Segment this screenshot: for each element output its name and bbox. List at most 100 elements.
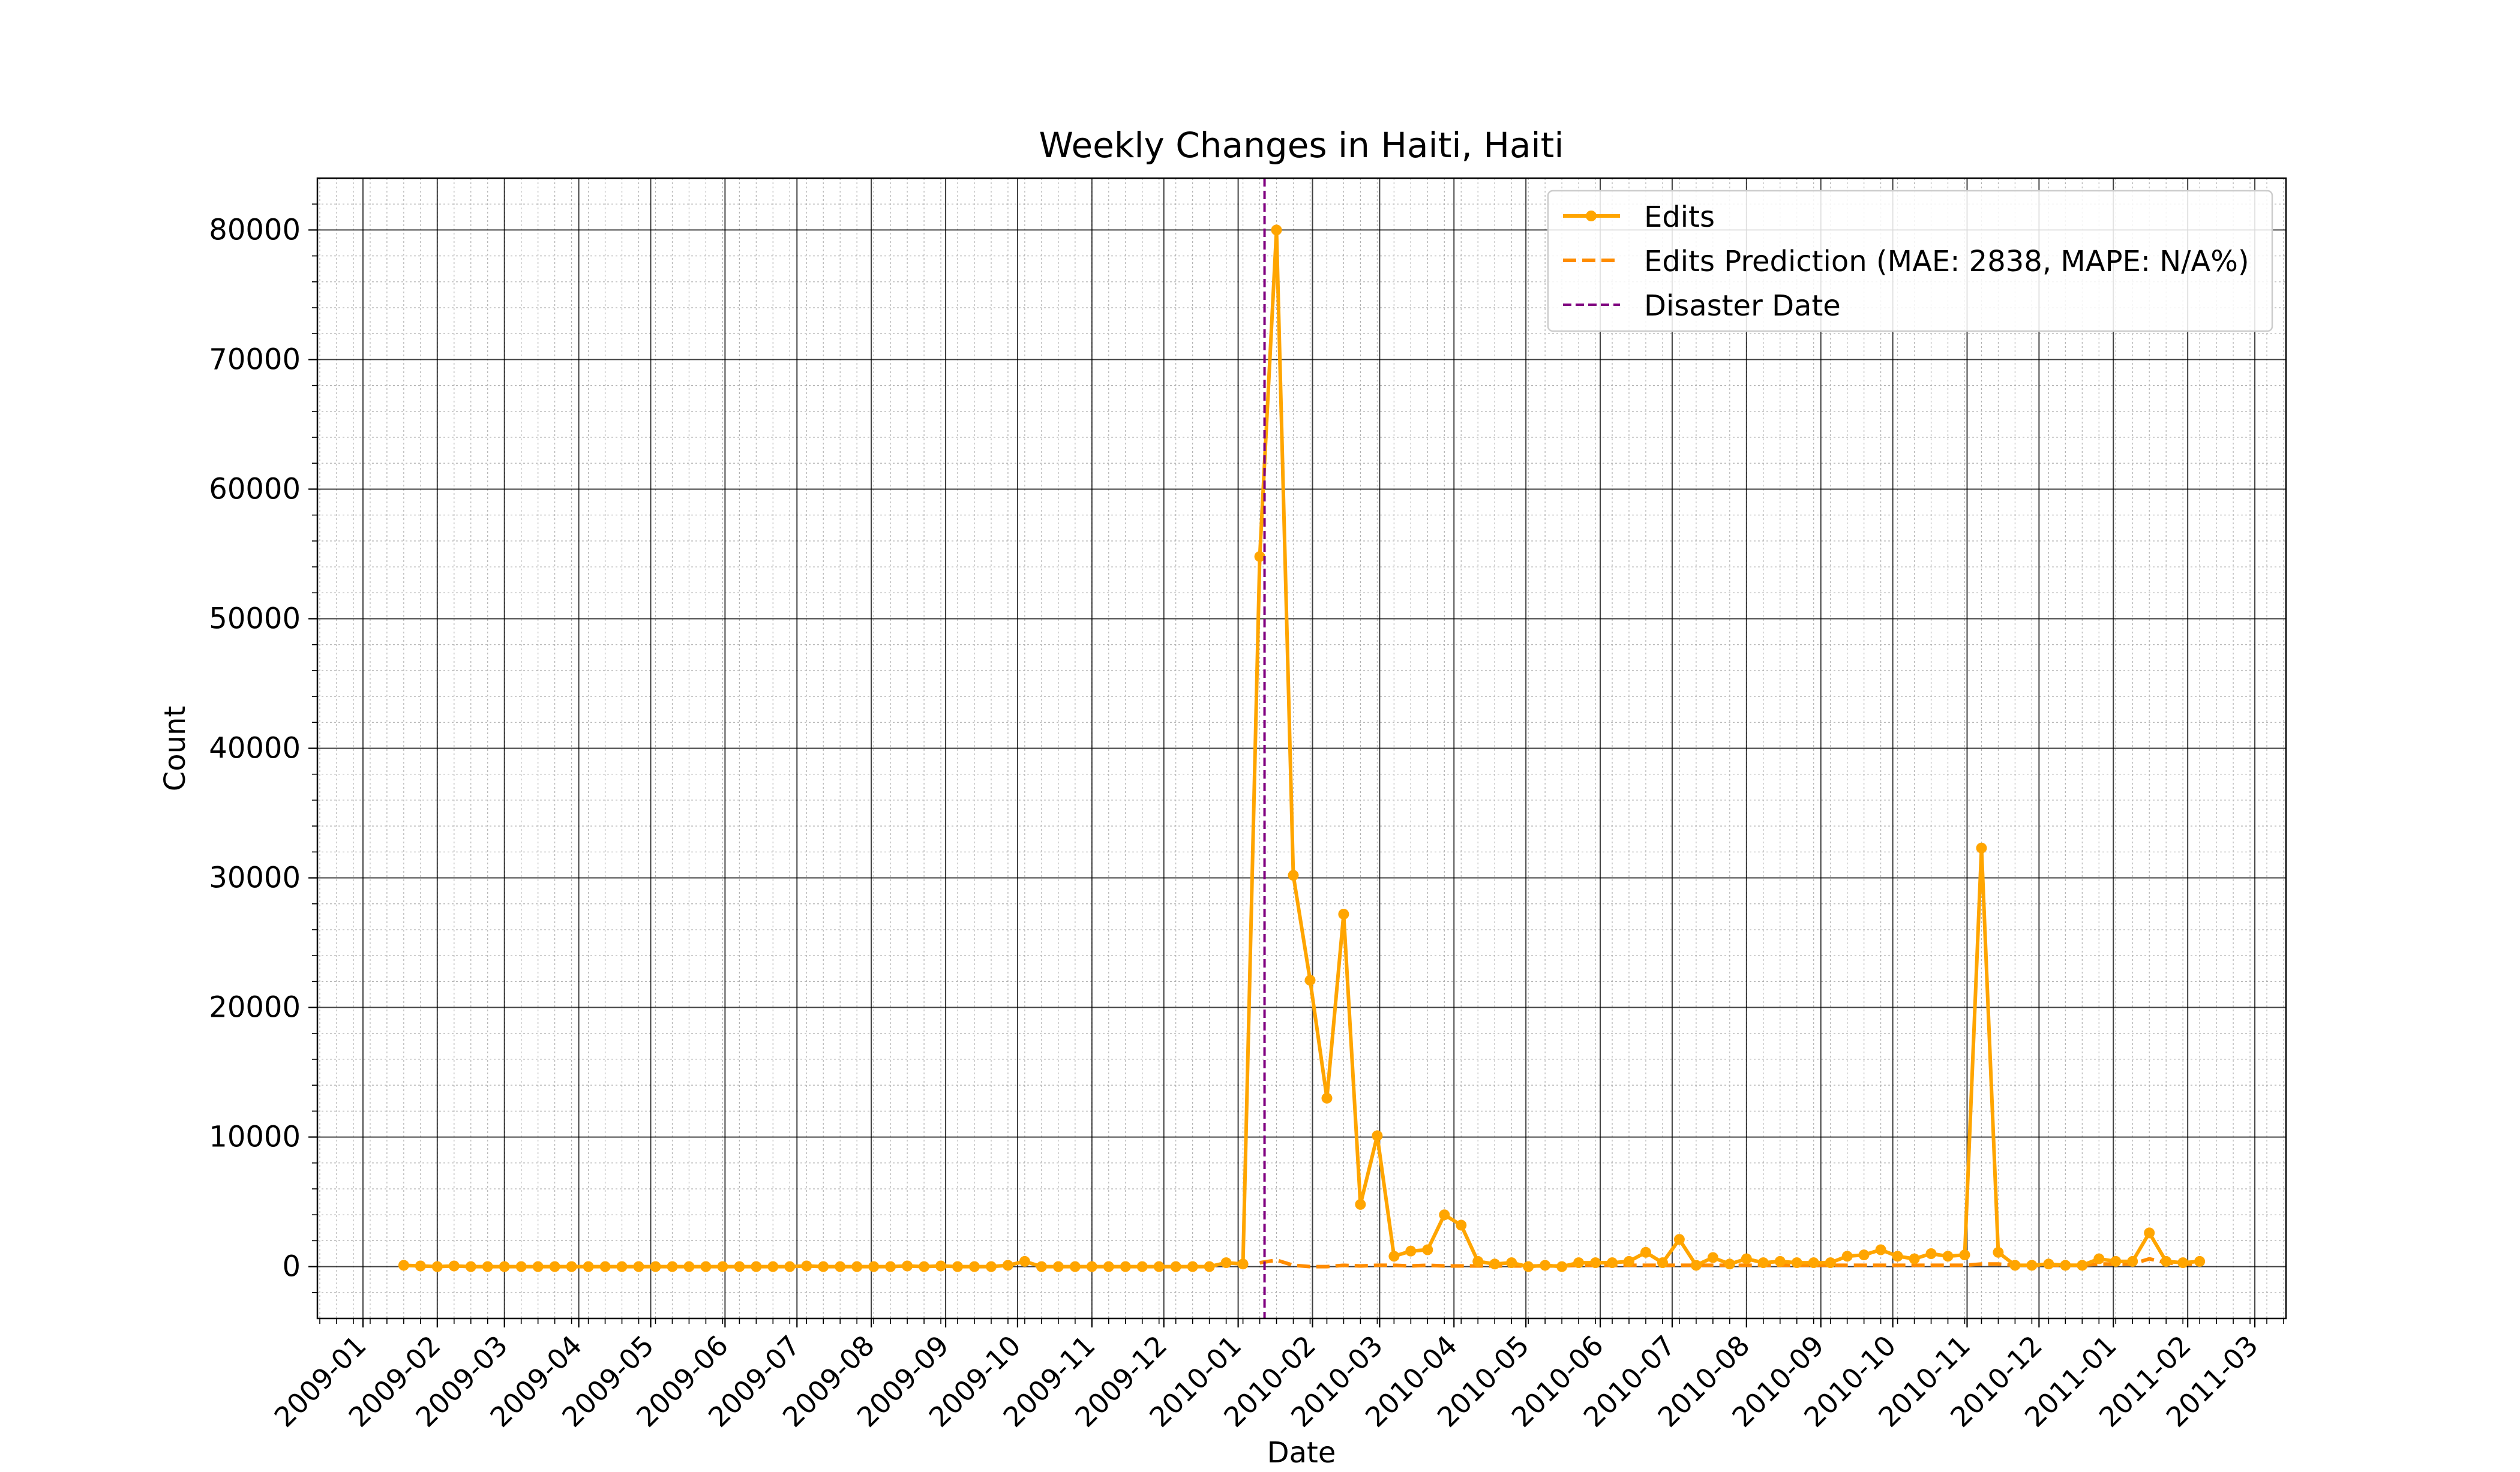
edits-point xyxy=(1858,1249,1870,1261)
y-tick-label: 60000 xyxy=(209,472,301,506)
edits-point xyxy=(1909,1253,1920,1264)
edits-point xyxy=(1976,842,1987,854)
edits-point xyxy=(1724,1258,1735,1270)
edits-point xyxy=(2009,1260,2021,1271)
edits-point xyxy=(532,1261,544,1272)
edits-point xyxy=(1959,1249,1970,1261)
edits-point xyxy=(1707,1252,1718,1263)
edits-point xyxy=(885,1261,896,1272)
edits-point xyxy=(818,1261,829,1272)
edits-point xyxy=(767,1261,779,1272)
edits-point xyxy=(835,1261,846,1272)
edits-point xyxy=(1237,1258,1249,1270)
edits-point xyxy=(549,1261,560,1272)
edits-point xyxy=(1472,1255,1484,1267)
edits-point xyxy=(1422,1244,1433,1255)
edits-point xyxy=(482,1261,493,1272)
edits-point xyxy=(1405,1245,1417,1257)
edits-point xyxy=(1741,1253,1752,1264)
y-tick-label: 30000 xyxy=(209,861,301,895)
edits-point xyxy=(1304,975,1316,986)
edits-point xyxy=(1791,1257,1802,1269)
legend-edits-marker xyxy=(1586,211,1597,221)
legend-prediction-label: Edits Prediction (MAE: 2838, MAPE: N/A%) xyxy=(1644,245,2249,278)
legend-edits-label: Edits xyxy=(1644,200,1715,234)
edits-point xyxy=(700,1261,712,1272)
edits-point xyxy=(2026,1260,2038,1271)
edits-point xyxy=(734,1261,745,1272)
edits-point xyxy=(1607,1257,1618,1269)
edits-point xyxy=(465,1261,476,1272)
edits-point xyxy=(448,1260,460,1272)
plot-frame xyxy=(316,177,2287,1320)
legend-box xyxy=(1547,190,2273,332)
y-tick-label: 40000 xyxy=(209,732,301,765)
edits-point xyxy=(751,1261,762,1272)
edits-point xyxy=(1187,1261,1198,1272)
edits-point xyxy=(2177,1257,2189,1269)
edits-point xyxy=(1808,1257,1819,1269)
edits-point xyxy=(633,1261,644,1272)
edits-point xyxy=(1774,1255,1786,1267)
y-tick-label: 70000 xyxy=(209,343,301,376)
edits-point xyxy=(969,1261,980,1272)
edits-point xyxy=(1120,1261,1131,1272)
edits-point xyxy=(1456,1219,1467,1231)
edits-point xyxy=(1103,1261,1114,1272)
edits-point xyxy=(616,1261,628,1272)
edits-point xyxy=(1523,1261,1534,1272)
edits-point xyxy=(952,1261,963,1272)
series-layer xyxy=(398,178,2206,1318)
edits-point xyxy=(1153,1261,1165,1272)
edits-point xyxy=(2077,1260,2088,1271)
edits-point xyxy=(1388,1251,1400,1262)
edits-point xyxy=(431,1261,443,1272)
edits-point xyxy=(683,1261,695,1272)
edits-point xyxy=(1204,1261,1215,1272)
legend-disaster-label: Disaster Date xyxy=(1644,289,1841,323)
edits-point xyxy=(1170,1261,1181,1272)
edits-point xyxy=(1439,1209,1450,1221)
edits-point xyxy=(1993,1246,2004,1258)
edits-point xyxy=(415,1260,426,1272)
y-tick-label: 50000 xyxy=(209,602,301,635)
edits-point xyxy=(1019,1255,1030,1267)
edits-point xyxy=(1540,1260,1551,1271)
edits-point xyxy=(1841,1251,1853,1262)
edits-point xyxy=(398,1260,409,1271)
edits-point xyxy=(2043,1258,2054,1270)
edits-point xyxy=(1036,1261,1047,1272)
edits-point xyxy=(515,1261,527,1272)
edits-point xyxy=(1573,1257,1585,1269)
edits-point xyxy=(868,1261,880,1272)
edits-point xyxy=(1640,1246,1651,1258)
edits-point xyxy=(919,1261,930,1272)
edits-point xyxy=(1690,1260,1702,1271)
edits-point xyxy=(1271,224,1282,236)
edits-point xyxy=(1372,1130,1383,1141)
edits-point xyxy=(1892,1251,1903,1262)
edits-point xyxy=(2161,1255,2172,1267)
edits-point xyxy=(1875,1244,1886,1255)
edits-point xyxy=(801,1260,812,1272)
edits-point xyxy=(1942,1251,1954,1262)
edits-point xyxy=(499,1261,510,1272)
edits-point xyxy=(1136,1261,1148,1272)
y-tick-label: 20000 xyxy=(209,991,301,1025)
edits-point xyxy=(2144,1227,2155,1239)
edits-point xyxy=(667,1261,678,1272)
edits-point xyxy=(1673,1234,1685,1245)
edits-point xyxy=(650,1261,661,1272)
edits-point xyxy=(1624,1255,1634,1267)
edits-point xyxy=(1590,1257,1601,1269)
edits-point xyxy=(1002,1260,1013,1271)
edits-point xyxy=(1069,1261,1081,1272)
edits-point xyxy=(1657,1257,1668,1269)
edits-point xyxy=(717,1261,728,1272)
edits-point xyxy=(2194,1255,2206,1267)
edits-point xyxy=(1925,1248,1937,1259)
y-axis-label: Count xyxy=(158,706,192,792)
edits-point xyxy=(1338,909,1349,920)
edits-point xyxy=(2093,1253,2105,1264)
